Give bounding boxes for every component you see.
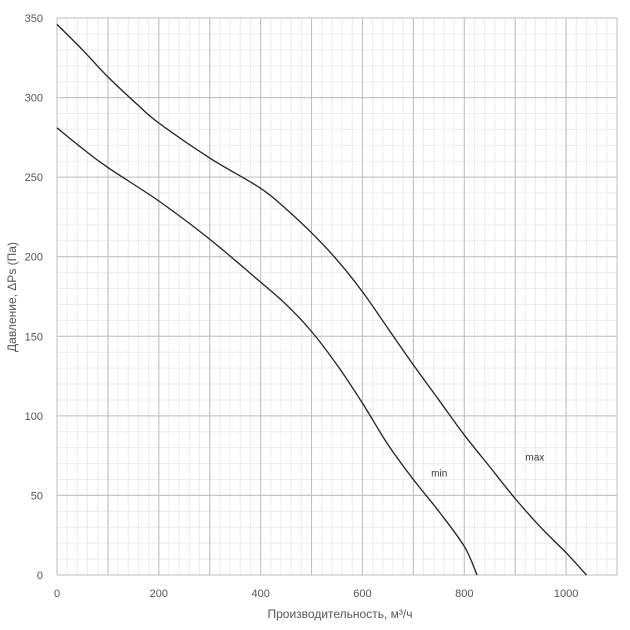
x-tick-label: 200 — [150, 588, 168, 600]
x-tick-label: 600 — [353, 588, 371, 600]
x-axis-label: Производительность, м³/ч — [268, 607, 413, 621]
series-curves — [56, 23, 587, 576]
y-tick-label: 100 — [25, 411, 43, 423]
y-tick-label: 300 — [25, 93, 43, 105]
x-tick-label: 1000 — [554, 588, 578, 600]
major-grid — [56, 17, 618, 576]
minor-grid — [56, 17, 618, 576]
x-tick-label: 400 — [251, 588, 269, 600]
series-line-min — [56, 127, 478, 576]
y-tick-label: 200 — [25, 252, 43, 264]
series-label-min: min — [431, 468, 447, 479]
y-tick-label: 250 — [25, 172, 43, 184]
x-tick-label: 800 — [455, 588, 473, 600]
series-line-max — [56, 23, 587, 576]
series-label-max: max — [525, 452, 544, 463]
y-axis-label: Давление, ΔPs (Па) — [5, 242, 19, 352]
y-tick-label: 50 — [31, 490, 43, 502]
y-tick-labels: 0 50 100 150 200 250 300 350 — [25, 13, 43, 582]
series-labels: max min — [431, 452, 544, 479]
y-tick-label: 350 — [25, 13, 43, 25]
x-tick-label: 0 — [54, 588, 60, 600]
y-tick-label: 150 — [25, 331, 43, 343]
x-tick-labels: 0 200 400 600 800 1000 — [54, 588, 578, 600]
y-tick-label: 0 — [37, 570, 43, 582]
